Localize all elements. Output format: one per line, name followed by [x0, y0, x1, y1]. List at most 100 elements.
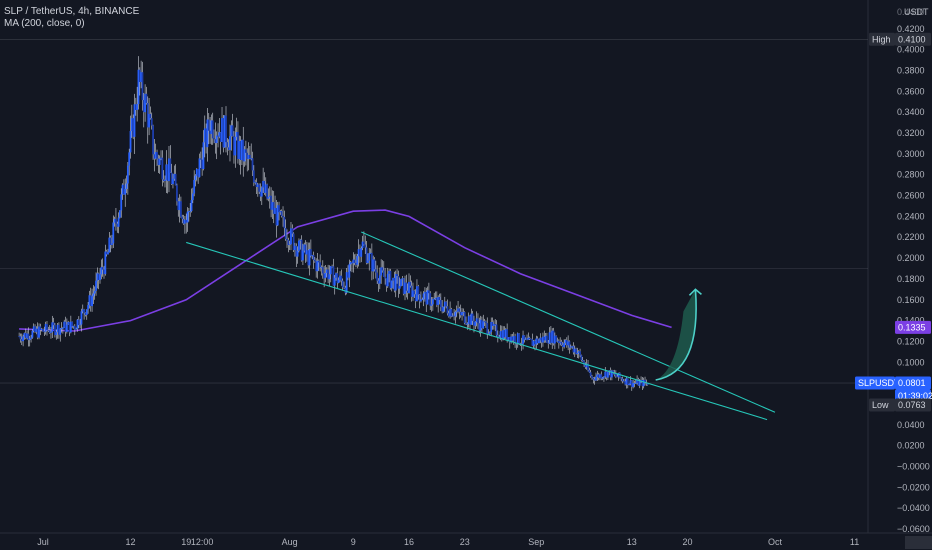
candle-body	[19, 336, 22, 340]
candle-body	[394, 274, 397, 291]
candle-body	[630, 380, 633, 387]
candle-body	[137, 69, 140, 105]
candle-body	[601, 377, 604, 379]
candle-body	[329, 266, 332, 275]
candle-body	[307, 250, 310, 266]
candle-body	[241, 139, 243, 161]
candle-body	[38, 326, 40, 338]
candle-body	[540, 337, 543, 343]
candle-body	[443, 301, 446, 307]
candle-body	[64, 321, 67, 332]
candle-body	[621, 378, 624, 382]
candle-body	[512, 336, 515, 341]
candle-body	[109, 237, 112, 245]
arrow-head	[688, 288, 702, 296]
candle-body	[328, 274, 331, 280]
candle-body	[323, 273, 326, 279]
candle-body	[176, 185, 178, 202]
candle-body	[104, 251, 107, 275]
candle-body	[467, 316, 470, 324]
candle-body	[327, 269, 330, 280]
candle-body	[299, 239, 302, 241]
candle-body	[125, 183, 128, 189]
candle-body	[149, 113, 152, 119]
candle-body	[168, 158, 170, 182]
y-tick-label: 0.2200	[897, 232, 925, 242]
candle-body	[585, 363, 588, 368]
currency-label: USDT	[904, 7, 929, 17]
candle-body	[458, 308, 461, 312]
candle-body	[201, 159, 204, 169]
candle-body	[294, 245, 296, 251]
candle-body	[161, 157, 164, 180]
candle-body	[71, 321, 74, 327]
ma-value-tag: 0.1335	[898, 323, 926, 333]
candle-body	[526, 338, 528, 340]
candle-body	[324, 272, 327, 279]
candle-body	[424, 291, 426, 294]
candle-body	[416, 286, 418, 302]
candle-body	[31, 330, 34, 338]
candle-body	[263, 180, 266, 193]
symbol-legend[interactable]: SLP / TetherUS, 4h, BINANCE	[4, 6, 140, 17]
candle-body	[126, 165, 129, 184]
y-tick-label: −0.0400	[897, 503, 930, 513]
candle-body	[626, 378, 629, 386]
candle-body	[397, 276, 400, 289]
candle-body	[384, 276, 387, 279]
candle-body	[634, 383, 637, 384]
candle-body	[607, 371, 609, 378]
candle-body	[531, 339, 534, 346]
candle-body	[207, 119, 210, 131]
candle-body	[373, 259, 376, 270]
candle-body	[209, 130, 211, 134]
candle-body	[305, 250, 308, 255]
candle-body	[61, 327, 64, 329]
candle-body	[36, 328, 39, 338]
candle-body	[511, 336, 514, 341]
candle-body	[353, 259, 356, 263]
ma-legend[interactable]: MA (200, close, 0)	[4, 18, 85, 29]
candle-body	[238, 141, 241, 159]
candle-body	[610, 370, 613, 378]
candle-body	[243, 149, 246, 162]
candle-body	[97, 273, 100, 281]
candle-body	[56, 324, 59, 333]
candle-body	[425, 291, 428, 305]
candle-body	[91, 296, 93, 307]
candle-body	[542, 336, 544, 343]
x-tick-label: Oct	[768, 537, 783, 547]
candle-body	[636, 379, 638, 384]
candle-body	[244, 149, 247, 153]
arrow-line	[655, 289, 697, 381]
candle-body	[264, 184, 267, 193]
y-tick-label: 0.0400	[897, 420, 925, 430]
candle-body	[507, 337, 510, 340]
candle-body	[449, 309, 452, 317]
candle-body	[187, 211, 190, 213]
candle-body	[438, 297, 441, 301]
candle-body	[120, 194, 123, 211]
candle-body	[28, 338, 31, 341]
candle-body	[369, 252, 372, 254]
candle-body	[96, 273, 99, 281]
candle-body	[80, 311, 83, 325]
candle-body	[429, 293, 432, 306]
candle-body	[44, 323, 47, 332]
candle-body	[237, 131, 239, 159]
candle-body	[490, 322, 493, 332]
x-tick-label: 20	[682, 537, 692, 547]
candle-body	[295, 245, 298, 257]
candle-body	[553, 335, 556, 344]
candle-body	[572, 346, 575, 353]
low-value-bg	[895, 398, 931, 412]
y-tick-label: 0.3600	[897, 86, 925, 96]
candle-body	[283, 217, 286, 229]
candle-body	[63, 321, 66, 328]
candle-body	[625, 378, 628, 385]
candle-body	[451, 315, 454, 317]
candle-body	[393, 277, 396, 291]
candle-body	[121, 184, 124, 195]
candle-body	[559, 341, 562, 343]
